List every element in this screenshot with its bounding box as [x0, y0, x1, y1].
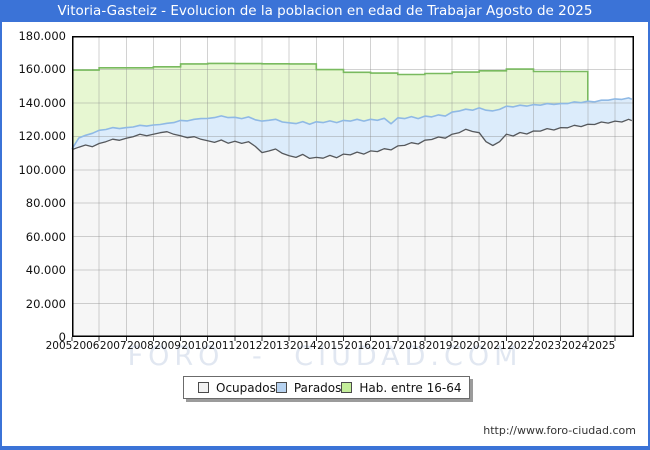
- legend-swatch-icon: [341, 382, 353, 393]
- y-axis-label: 100.000: [18, 162, 66, 177]
- legend-label: Ocupados: [216, 380, 276, 395]
- y-axis-label: 160.000: [18, 62, 66, 77]
- x-axis-label: 2016: [344, 340, 371, 352]
- x-axis-label: 2020: [452, 340, 480, 352]
- x-axis-label: 2013: [262, 340, 290, 352]
- legend: Ocupados Parados Hab. entre 16-64: [183, 376, 470, 399]
- x-axis-label: 2009: [154, 340, 181, 352]
- plot-area: [71, 36, 634, 341]
- x-axis-label: 2014: [289, 340, 317, 352]
- y-axis-label: 20.000: [25, 296, 66, 311]
- y-axis-label: 120.000: [18, 129, 66, 144]
- plot-border: [72, 36, 634, 337]
- y-axis-label: 40.000: [25, 263, 66, 278]
- legend-item-hab-entre-16-64: Hab. entre 16-64: [341, 381, 461, 395]
- x-axis-label: 2006: [72, 340, 100, 352]
- y-axis-label: 60.000: [25, 229, 66, 244]
- y-axis-label: 180.000: [18, 29, 66, 43]
- x-axis-label: 2007: [99, 340, 127, 352]
- x-axis-label: 2010: [181, 340, 209, 352]
- y-axis-label: 80.000: [25, 196, 66, 211]
- y-axis-label: 140.000: [18, 95, 66, 110]
- x-axis-label: 2023: [534, 340, 562, 352]
- series-ocupados-line: [71, 118, 633, 160]
- legend-label: Hab. entre 16-64: [359, 380, 462, 395]
- y-axis-label: 0: [58, 330, 66, 344]
- x-axis-label: 2012: [235, 340, 263, 352]
- watermark: FORO - CIUDAD.COM: [127, 341, 523, 372]
- x-axis-label: 2008: [127, 340, 154, 352]
- x-axis-label: 2018: [398, 340, 426, 352]
- x-axis-label: 2019: [425, 340, 453, 352]
- x-axis-label: 2017: [371, 340, 399, 352]
- x-axis-label: 2024: [561, 340, 589, 352]
- legend-swatch-icon: [198, 382, 209, 393]
- series-ocupados-area: [72, 119, 632, 337]
- x-axis-label: 2021: [480, 340, 507, 352]
- series-parados-line: [71, 97, 633, 150]
- footer-url: http://www.foro-ciudad.com: [483, 424, 636, 437]
- legend-label: Parados: [293, 380, 342, 395]
- x-axis-label: 2025: [588, 340, 616, 352]
- legend-item-ocupados: Ocupados: [198, 381, 276, 395]
- x-axis-label: 2015: [317, 340, 344, 352]
- series-hab-16-64-line: [72, 62, 589, 102]
- legend-item-parados: Parados: [275, 380, 342, 395]
- legend-swatch-icon: [275, 382, 287, 393]
- chart-title: Vitoria-Gasteiz - Evolucion de la poblac…: [2, 0, 648, 22]
- x-axis-label: 2005: [45, 340, 73, 352]
- x-axis-label: 2011: [208, 340, 236, 352]
- x-axis-label: 2022: [507, 340, 534, 352]
